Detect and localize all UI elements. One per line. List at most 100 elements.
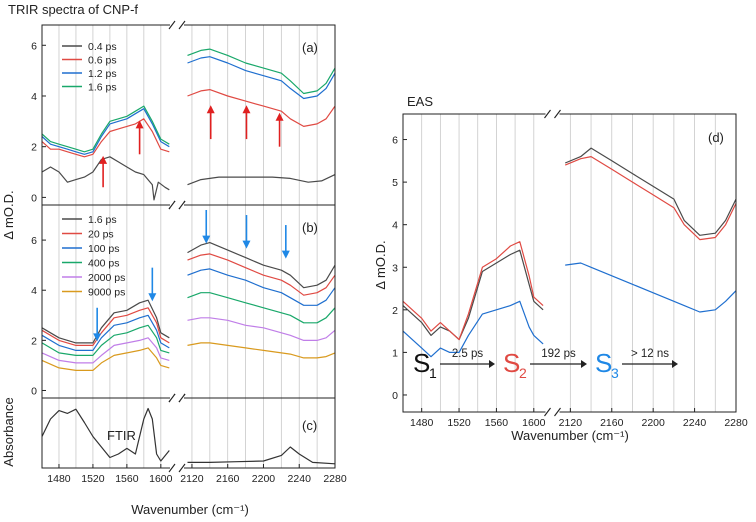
series-b-1-right (187, 253, 336, 296)
series-b (41, 242, 336, 371)
ytick-label-d-3: 3 (392, 262, 398, 274)
y-axis-label-ab: Δ mO.D. (1, 190, 16, 239)
panel-label-d: (d) (708, 130, 724, 145)
series-b-0-left (41, 299, 170, 344)
state-sub-2: 2 (519, 365, 527, 381)
ytick-label-a-2: 2 (31, 142, 37, 154)
legend-label-b-0: 1.6 ps (88, 214, 117, 226)
panel-a: TRIR spectra of CNP-f 0 2 4 6 (a) 0.4 ps 0.6… (8, 2, 336, 206)
axis-break-gap (172, 398, 182, 468)
ytick-label-b-4: 4 (31, 285, 37, 297)
series-b-2-right (187, 268, 336, 306)
series-d-0-left (402, 249, 544, 341)
state-1: S (413, 348, 430, 378)
series-b-5-right (187, 342, 336, 359)
chart-title-d: EAS (407, 94, 433, 109)
arrow-b-3 (242, 215, 251, 249)
xtick-label-c-1560: 1560 (115, 473, 139, 485)
series-c-0-right (187, 446, 336, 465)
y-ticks-d: 0 1 2 3 4 5 6 (392, 135, 407, 402)
series-a-3-left (41, 105, 170, 153)
y-axis-label-d: Δ mO.D. (373, 240, 388, 289)
series-b-5-left (41, 347, 170, 371)
axis-break-mark (544, 407, 561, 417)
ytick-label-a-6: 6 (31, 40, 37, 52)
axis-break-mark (168, 463, 186, 473)
xtick-label-d-2160: 2160 (600, 417, 624, 429)
series-b-3-left (41, 324, 170, 356)
legend-label-a-2: 1.2 ps (88, 68, 117, 80)
state-2: S (503, 348, 520, 378)
panel-d: EAS 0 1 2 3 4 5 6 (d) Δ mO.D. 1480 1520 1560 1600… (373, 94, 748, 443)
legend-label-a-0: 0.4 ps (88, 41, 117, 53)
ftir-annotation: FTIR (107, 428, 136, 443)
arrows-a (99, 105, 284, 188)
arrows-b (93, 210, 290, 342)
xtick-label-c-2200: 2200 (252, 473, 276, 485)
xtick-label-d-1560: 1560 (485, 417, 509, 429)
series-d-1-right (564, 156, 737, 241)
series-d (402, 147, 737, 358)
lifetime-label-1: 2.5 ps (452, 348, 484, 360)
legend-label-a-1: 0.6 ps (88, 55, 117, 67)
transition-arrow-2 (530, 360, 587, 368)
ytick-label-d-4: 4 (392, 220, 398, 232)
xtick-label-c-2120: 2120 (180, 473, 204, 485)
kinetic-scheme: S1 S2 S32.5 ps 192 ps > 12 ns (413, 348, 678, 381)
lifetime-label-3: > 12 ns (631, 348, 669, 360)
legend-label-b-4: 2000 ps (88, 272, 125, 284)
series-d-1-left (402, 241, 544, 341)
legend-label-b-2: 100 ps (88, 243, 120, 255)
y-ticks-a: 0 2 4 6 (31, 40, 46, 204)
chart-title-a: TRIR spectra of CNP-f (8, 2, 138, 17)
panel-label-c: (c) (302, 418, 317, 433)
axis-break-gap (172, 25, 182, 205)
legend-label-b-3: 400 ps (88, 258, 120, 270)
panel-label-a: (a) (302, 40, 318, 55)
frame-d (402, 113, 737, 413)
transition-arrow-3 (622, 360, 678, 368)
series-b-2-left (41, 314, 170, 351)
xtick-label-c-2240: 2240 (288, 473, 312, 485)
axis-break-mark (168, 200, 186, 210)
arrow-b-2 (202, 210, 211, 244)
arrow-b-4 (281, 225, 290, 259)
series-a-0-right (187, 174, 336, 186)
xtick-label-d-2200: 2200 (641, 417, 665, 429)
panel-c: (c) FTIR Absorbance 1480 1520 1560 1600 2120… (1, 397, 347, 517)
legend-label-b-1: 20 ps (88, 229, 114, 241)
transition-arrow-1 (440, 360, 495, 368)
series-a-3-right (187, 48, 336, 95)
state-3: S (595, 348, 612, 378)
ytick-label-a-4: 4 (31, 91, 37, 103)
ytick-label-d-2: 2 (392, 305, 398, 317)
legend-label-a-3: 1.6 ps (88, 82, 117, 94)
series-b-4-right (187, 317, 336, 341)
arrow-a-1 (135, 120, 144, 155)
ytick-label-d-6: 6 (392, 135, 398, 147)
series-b-1-left (41, 307, 170, 346)
xtick-label-c-1520: 1520 (81, 473, 105, 485)
xtick-label-c-1600: 1600 (149, 473, 173, 485)
axis-break-mark (168, 393, 186, 403)
xtick-label-d-2240: 2240 (683, 417, 707, 429)
series-a-1-right (187, 88, 336, 128)
arrow-b-0 (93, 307, 102, 342)
xtick-label-d-1480: 1480 (410, 417, 434, 429)
series-b-3-right (187, 292, 336, 324)
legend-a: 0.4 ps 0.6 ps1.2 ps 1.6 ps (62, 41, 117, 94)
ytick-label-b-2: 2 (31, 335, 37, 347)
series-b-4-left (41, 337, 170, 364)
axis-break-mark (168, 20, 186, 30)
state-sub-1: 1 (429, 365, 437, 381)
legend-label-b-5: 9000 ps (88, 287, 125, 299)
arrow-a-4 (275, 112, 284, 147)
x-ticks-d: 1480 1520 1560 1600 2120 2160 2200 2240 2280 (410, 408, 748, 429)
lifetime-label-2: 192 ps (541, 348, 576, 360)
x-axis-label-c: Wavenumber (cm⁻¹) (131, 502, 249, 517)
arrow-a-0 (99, 155, 108, 188)
series-d-2-left (402, 300, 544, 358)
xtick-label-d-2280: 2280 (724, 417, 748, 429)
panel-label-b: (b) (302, 220, 318, 235)
